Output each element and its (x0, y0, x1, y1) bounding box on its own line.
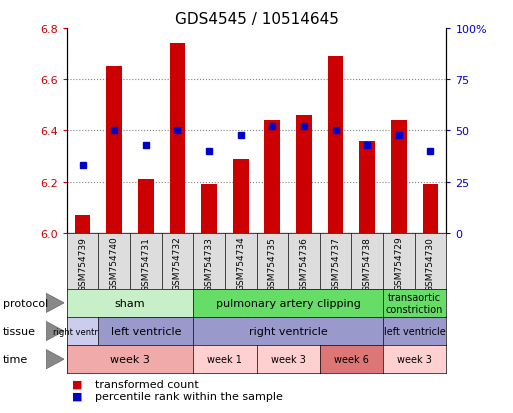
Text: GSM754730: GSM754730 (426, 236, 435, 291)
Text: ■: ■ (72, 379, 82, 389)
Polygon shape (46, 322, 64, 341)
Text: GSM754734: GSM754734 (236, 236, 245, 291)
Text: GSM754740: GSM754740 (110, 236, 119, 291)
Text: GSM754739: GSM754739 (78, 236, 87, 291)
Text: GSM754736: GSM754736 (300, 236, 308, 291)
Bar (169, 44, 185, 233)
Text: sham: sham (114, 298, 145, 308)
Bar (138, 180, 154, 233)
Text: tissue: tissue (3, 326, 35, 336)
Text: week 6: week 6 (334, 354, 369, 364)
Bar (391, 121, 407, 233)
Text: week 1: week 1 (207, 354, 242, 364)
Text: protocol: protocol (3, 298, 48, 308)
Text: ■: ■ (72, 391, 82, 401)
Bar (423, 185, 439, 233)
Text: GSM754731: GSM754731 (141, 236, 150, 291)
Text: time: time (3, 354, 28, 364)
Bar (233, 159, 249, 233)
Text: week 3: week 3 (397, 354, 432, 364)
Bar (74, 216, 90, 233)
Text: right ventricle: right ventricle (249, 326, 327, 336)
Bar (296, 116, 312, 233)
Bar (201, 185, 217, 233)
Text: left ventricle: left ventricle (110, 326, 181, 336)
Bar (328, 57, 344, 233)
Text: percentile rank within the sample: percentile rank within the sample (95, 391, 283, 401)
Text: left ventricle: left ventricle (384, 326, 446, 336)
Text: GSM754733: GSM754733 (205, 236, 213, 291)
Text: GSM754738: GSM754738 (363, 236, 372, 291)
Bar (264, 121, 280, 233)
Text: GSM754737: GSM754737 (331, 236, 340, 291)
Text: week 3: week 3 (271, 354, 306, 364)
Bar (359, 141, 375, 233)
Text: GSM754735: GSM754735 (268, 236, 277, 291)
Text: GDS4545 / 10514645: GDS4545 / 10514645 (174, 12, 339, 27)
Text: pulmonary artery clipping: pulmonary artery clipping (215, 298, 361, 308)
Text: GSM754729: GSM754729 (394, 236, 403, 291)
Bar (106, 67, 122, 233)
Text: right ventricle: right ventricle (53, 327, 112, 336)
Text: transformed count: transformed count (95, 379, 199, 389)
Text: transaortic
constriction: transaortic constriction (386, 292, 443, 314)
Text: GSM754732: GSM754732 (173, 236, 182, 291)
Polygon shape (46, 294, 64, 313)
Polygon shape (46, 350, 64, 369)
Text: week 3: week 3 (110, 354, 150, 364)
